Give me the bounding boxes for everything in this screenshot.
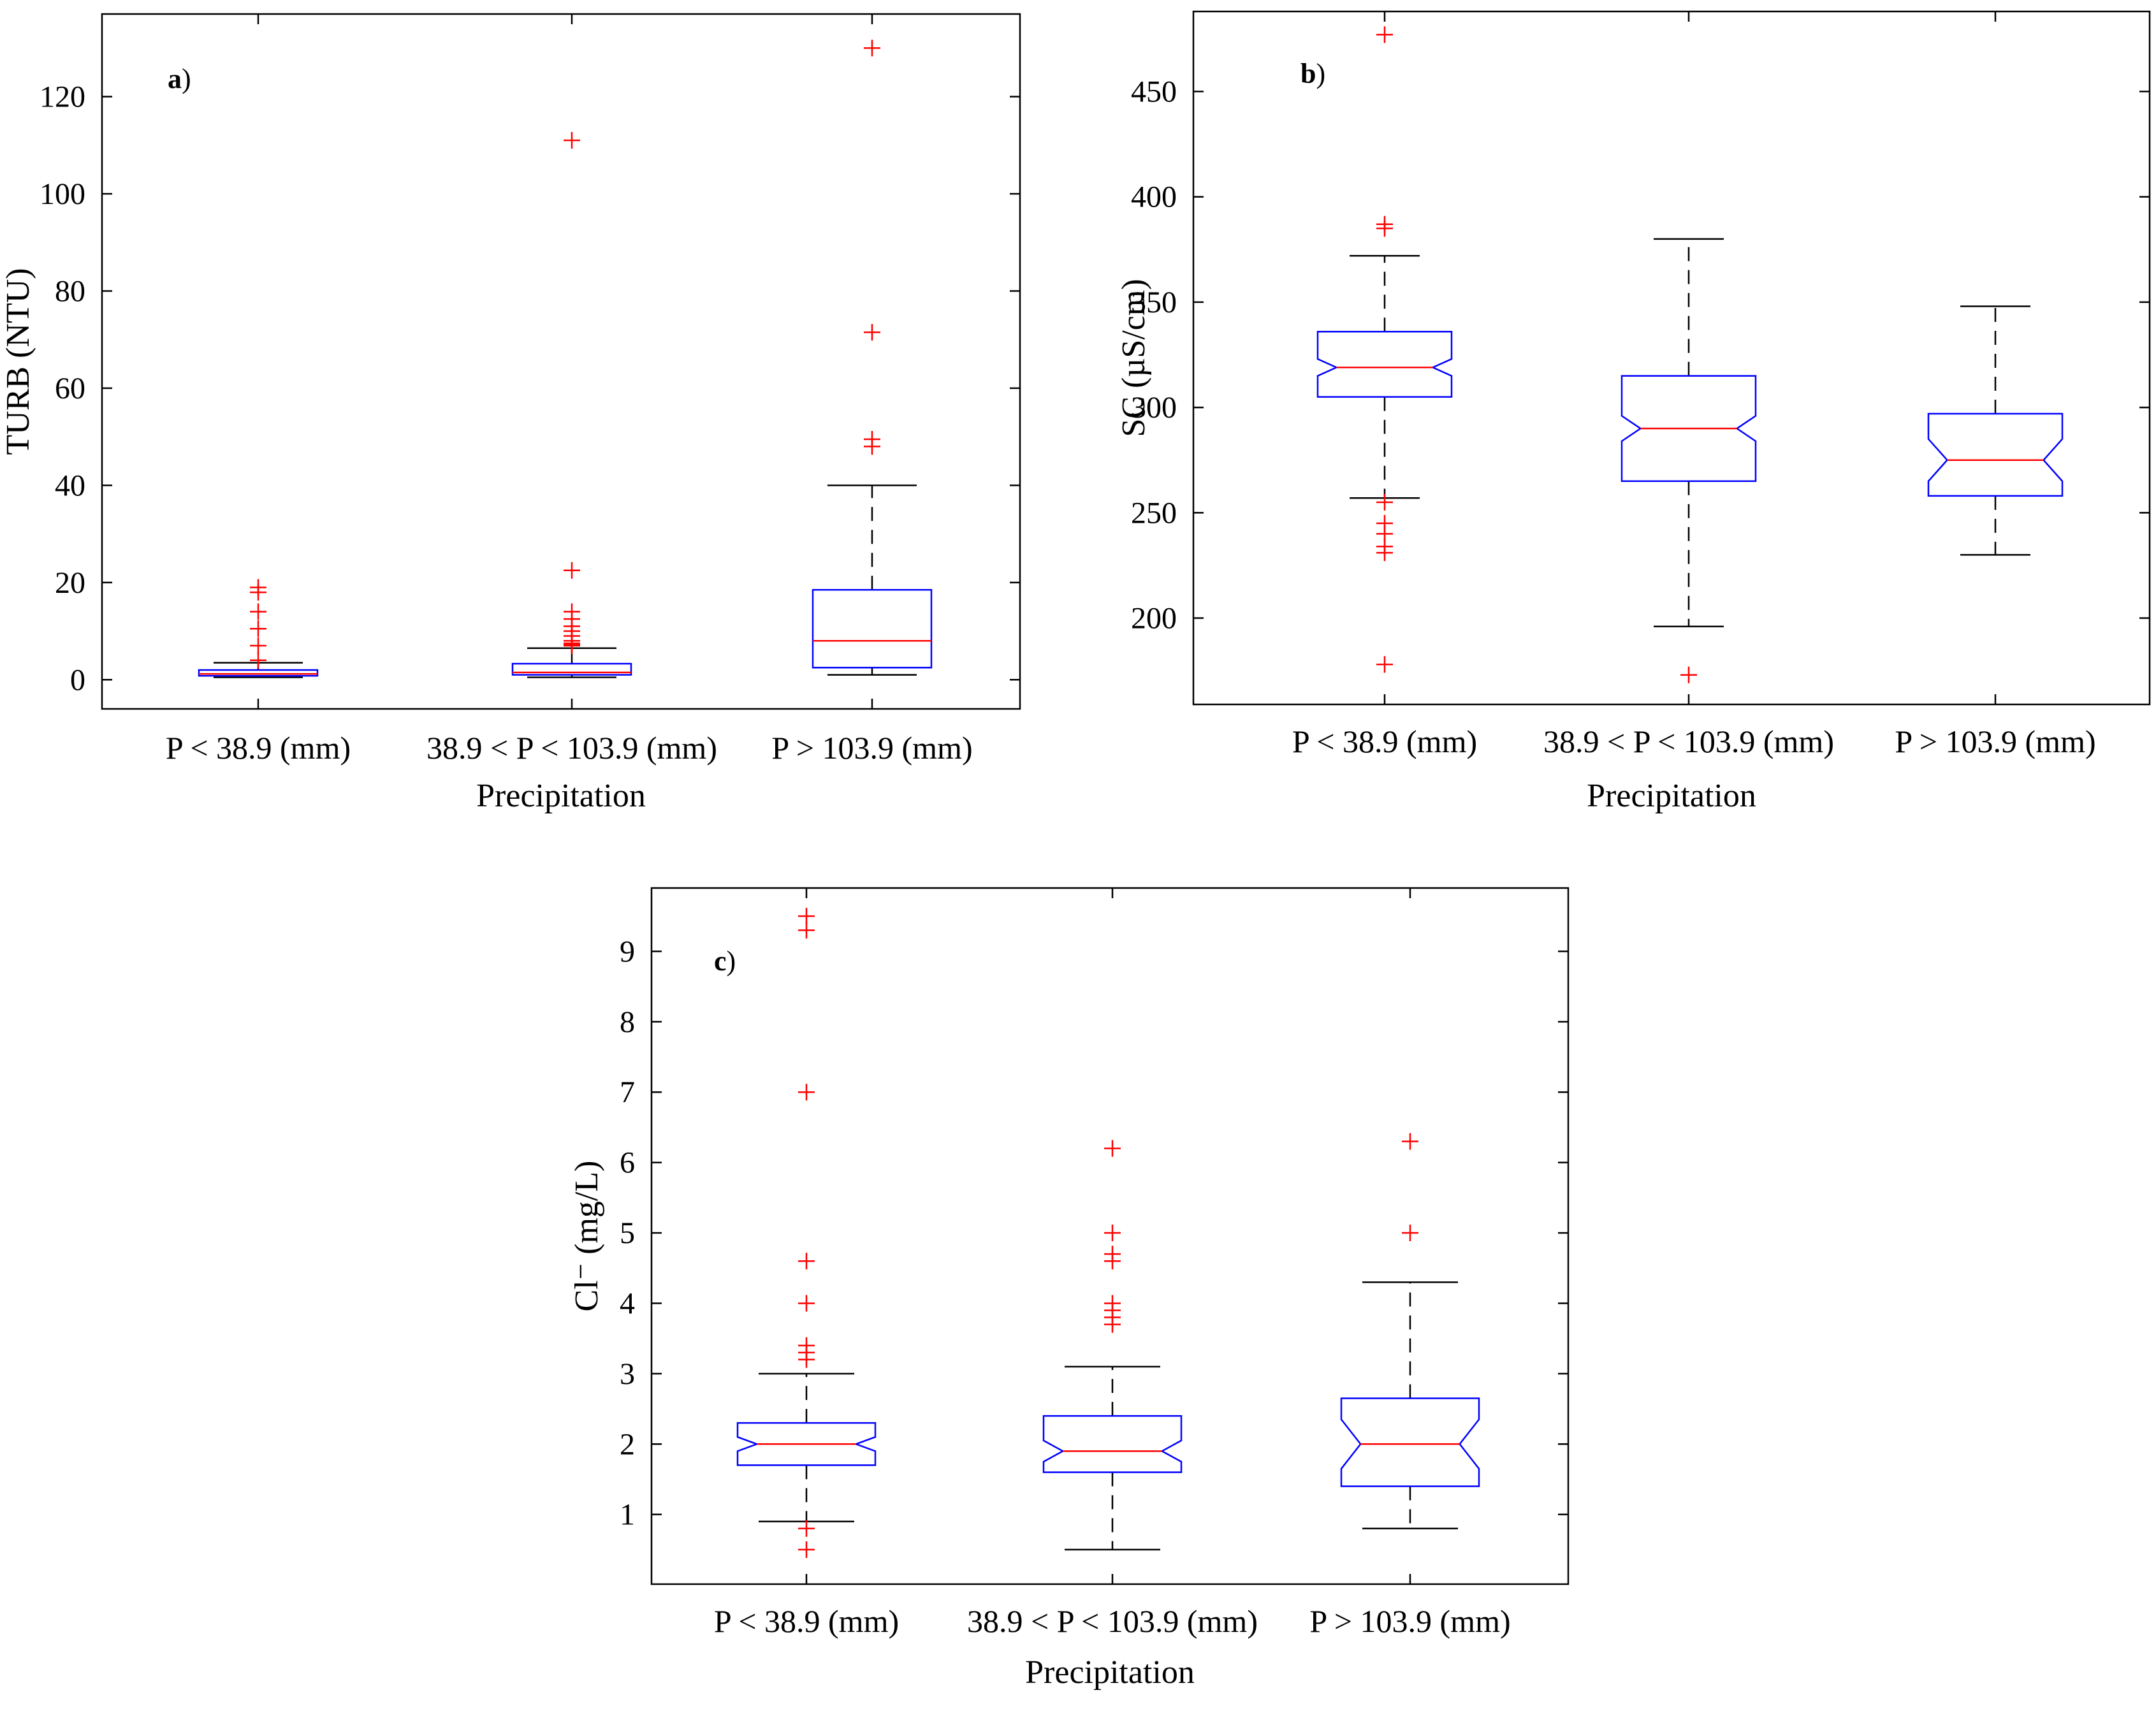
box-group xyxy=(736,908,877,1558)
panel-a: 0 20 40 60 80 100 120 P < 38.9 (mm) 38.9 < P < 1… xyxy=(0,13,1021,814)
box-group xyxy=(812,40,933,676)
x-category-label: P > 103.9 (mm) xyxy=(771,730,972,766)
y-tick-label: 7 xyxy=(620,1075,635,1109)
box-iqr xyxy=(1042,1415,1183,1473)
outlier-marker xyxy=(798,922,815,939)
outlier-marker xyxy=(1104,1316,1121,1333)
box-group xyxy=(1340,1133,1480,1530)
y-tick-label: 450 xyxy=(1131,75,1177,109)
outlier-marker xyxy=(1402,1225,1418,1242)
outlier-marker xyxy=(250,637,266,654)
y-tick-label: 300 xyxy=(1131,391,1177,425)
box-group xyxy=(198,579,319,678)
y-tick-label: 250 xyxy=(1131,496,1177,530)
y-axis-title: Cl⁻ (mg/L) xyxy=(569,1161,605,1312)
box-iqr xyxy=(1340,1397,1480,1487)
outlier-marker xyxy=(250,603,266,620)
y-tick-label: 5 xyxy=(620,1216,635,1250)
panel-label-paren: ) xyxy=(727,945,736,977)
outlier-marker xyxy=(864,324,880,341)
box-group xyxy=(1042,1140,1183,1551)
outlier-marker xyxy=(1104,1253,1121,1270)
outlier-marker xyxy=(798,1351,815,1368)
y-tick-label: 8 xyxy=(620,1005,635,1039)
outlier-marker xyxy=(798,1541,815,1558)
y-tick-label: 400 xyxy=(1131,180,1177,214)
plot-frame xyxy=(1192,10,2151,706)
y-tick-label: 120 xyxy=(40,80,85,114)
box-iqr xyxy=(198,669,319,677)
panel-label-letter: c xyxy=(714,945,727,977)
x-axis-title: Precipitation xyxy=(476,778,646,814)
y-tick-label: 80 xyxy=(55,274,85,308)
outlier-marker xyxy=(864,438,880,455)
x-category-label: P > 103.9 (mm) xyxy=(1895,724,2095,759)
y-tick-label: 2 xyxy=(620,1427,635,1461)
x-category-label: 38.9 < P < 103.9 (mm) xyxy=(426,730,717,766)
panel-label: a) xyxy=(168,63,191,94)
outlier-marker xyxy=(564,132,580,149)
box-group xyxy=(1621,238,1757,683)
outlier-marker xyxy=(1680,666,1697,683)
outlier-marker xyxy=(564,637,580,654)
outlier-marker xyxy=(250,584,266,601)
outlier-marker xyxy=(798,1253,815,1270)
y-axis-title: SC (µS/cm) xyxy=(1116,279,1152,437)
y-tick-label: 60 xyxy=(55,372,85,405)
y-tick-label: 3 xyxy=(620,1357,635,1391)
outlier-marker xyxy=(1376,220,1393,237)
x-category-label: P > 103.9 (mm) xyxy=(1309,1603,1510,1639)
y-tick-label: 6 xyxy=(620,1146,635,1180)
box-group xyxy=(1927,305,2064,556)
outlier-marker xyxy=(1104,1140,1121,1157)
x-axis-title: Precipitation xyxy=(1025,1654,1195,1691)
x-category-label: P < 38.9 (mm) xyxy=(166,730,351,766)
y-tick-label: 350 xyxy=(1131,286,1177,319)
outlier-marker xyxy=(1104,1225,1121,1242)
box-iqr xyxy=(1927,412,2064,497)
outlier-marker xyxy=(1376,656,1393,673)
plot-frame xyxy=(650,887,1570,1585)
box-iqr xyxy=(1316,330,1453,398)
y-tick-label: 20 xyxy=(55,566,85,600)
box-group xyxy=(511,132,632,678)
y-tick-label: 100 xyxy=(40,177,85,211)
y-tick-label: 4 xyxy=(620,1286,635,1320)
box-iqr xyxy=(812,589,933,669)
outlier-marker xyxy=(1376,493,1393,511)
outlier-marker xyxy=(1402,1133,1418,1150)
x-category-label: 38.9 < P < 103.9 (mm) xyxy=(1543,724,1834,759)
panel-c: 1 2 3 4 5 6 7 8 9 P < 38.9 (mm) 38.9 < P < 103.9 (… xyxy=(569,887,1570,1691)
y-tick-label: 9 xyxy=(620,935,635,968)
x-axis-title: Precipitation xyxy=(1587,778,1756,814)
y-tick-label: 40 xyxy=(55,469,85,502)
outlier-marker xyxy=(250,652,266,669)
panel-label-paren: ) xyxy=(1316,58,1325,89)
outlier-marker xyxy=(798,908,815,925)
outlier-marker xyxy=(564,562,580,579)
outlier-marker xyxy=(798,1295,815,1312)
panel-label: c) xyxy=(714,945,736,977)
y-axis-title: TURB (NTU) xyxy=(0,268,36,455)
y-tick-label: 200 xyxy=(1131,602,1177,636)
outlier-marker xyxy=(250,620,266,637)
panel-b: 200 250 300 350 400 450 P < 38.9 (mm) 38.9 < P … xyxy=(1116,10,2151,814)
panel-label-letter: a xyxy=(168,63,182,94)
outlier-marker xyxy=(1376,544,1393,562)
plot-frame xyxy=(101,13,1021,710)
outlier-marker xyxy=(1376,26,1393,43)
x-category-label: P < 38.9 (mm) xyxy=(1292,724,1477,759)
outlier-marker xyxy=(798,1084,815,1101)
y-tick-label: 0 xyxy=(70,663,85,697)
panel-label: b) xyxy=(1300,58,1325,89)
y-tick-label: 1 xyxy=(620,1498,635,1532)
outlier-marker xyxy=(798,1520,815,1537)
x-category-label: 38.9 < P < 103.9 (mm) xyxy=(967,1603,1258,1639)
x-category-label: P < 38.9 (mm) xyxy=(714,1603,899,1639)
box-group xyxy=(1316,26,1453,673)
panel-label-letter: b xyxy=(1300,58,1316,89)
panel-label-paren: ) xyxy=(182,63,191,94)
outlier-marker xyxy=(864,40,880,57)
